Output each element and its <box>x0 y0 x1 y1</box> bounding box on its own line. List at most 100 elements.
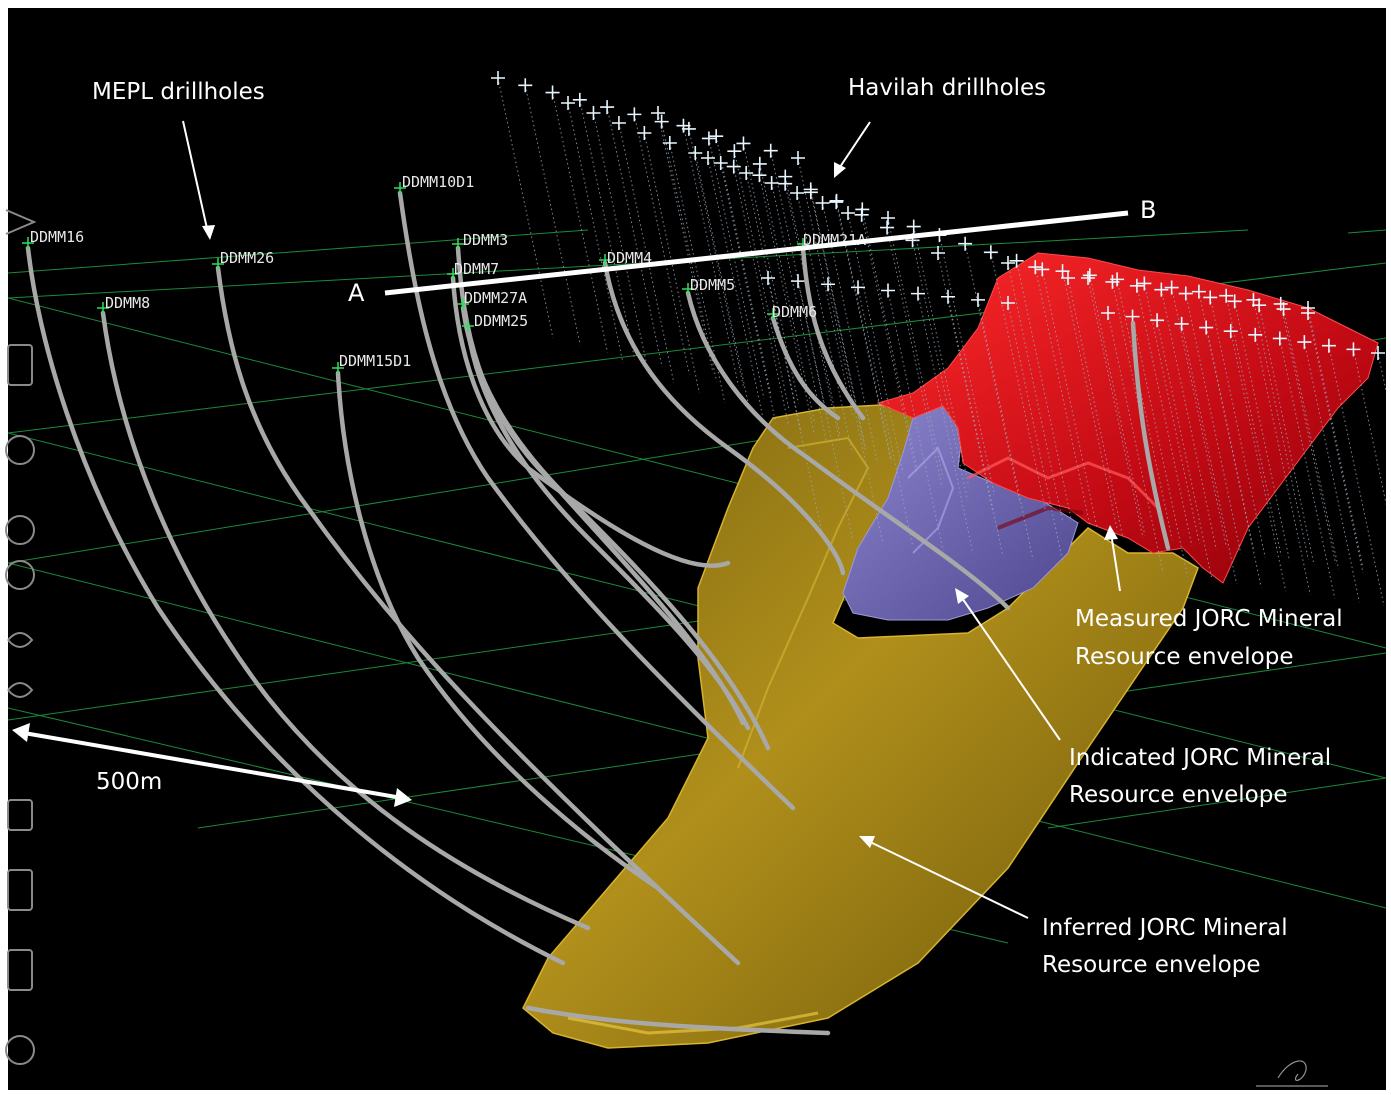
havilah-collar-marker <box>1082 268 1097 283</box>
havilah-collar-marker <box>1154 282 1169 297</box>
havilah-drillhole-trace <box>1062 271 1119 532</box>
havilah-drillhole-trace <box>1156 320 1213 581</box>
havilah-collar-marker <box>1035 262 1050 277</box>
havilah-drillhole-trace <box>767 277 824 539</box>
havilah-drillhole-trace <box>1136 285 1193 546</box>
havilah-drillhole-trace <box>1230 331 1287 592</box>
vertical-watermark-strip <box>5 209 37 1065</box>
havilah-drillhole-trace <box>861 214 918 475</box>
havilah-collar-marker <box>1164 280 1179 295</box>
havilah-collar-marker <box>763 143 778 158</box>
mepl-drillhole-traces <box>25 190 1171 1036</box>
havilah-drillhole-trace <box>990 252 1047 513</box>
hole-label-ddmm10d1: DDMM10D1 <box>402 173 474 191</box>
havilah-drillhole-trace <box>912 240 969 501</box>
havilah-drillhole-trace <box>886 227 943 488</box>
section-label-b: B <box>1140 196 1156 224</box>
havilah-collar-marker <box>906 219 921 234</box>
havilah-collar-marker <box>791 274 805 289</box>
havilah-drillhole-trace <box>784 176 841 437</box>
annotation-texts: MEPL drillholes Havilah drillholes 500m … <box>92 75 1343 978</box>
hole-trace-ddmm5 <box>685 290 1011 611</box>
hole-trace-ddmm6 <box>770 315 841 421</box>
havilah-collar-marker <box>491 71 505 85</box>
hole-trace-ddmm26 <box>215 265 741 966</box>
havilah-collar-marker <box>851 280 865 295</box>
havilah-drillhole-trace <box>1016 260 1073 521</box>
havilah-drillhole-trace <box>1181 323 1238 585</box>
hole-trace-havilah-long <box>1130 320 1171 551</box>
havilah-drillhole-trace <box>822 202 879 464</box>
havilah-drillhole-trace <box>796 192 853 454</box>
havilah-drillhole-trace <box>1225 295 1282 556</box>
havilah-collar-marker <box>611 116 626 130</box>
havilah-collar-marker <box>841 206 855 220</box>
havilah-collar-marker <box>821 277 835 292</box>
hole-label-ddmm16: DDMM16 <box>30 228 84 246</box>
havilah-collar-marker <box>791 151 805 165</box>
scale-label: 500m <box>96 769 162 795</box>
indicated-label-line2: Resource envelope <box>1069 782 1288 808</box>
havilah-drillhole-trace <box>770 150 827 411</box>
havilah-drillhole-trace <box>938 235 995 496</box>
havilah-drillhole-trace <box>688 128 745 390</box>
havilah-drillhole-trace <box>797 157 854 419</box>
hole-label-ddmm5: DDMM5 <box>690 276 735 294</box>
havilah-drillhole-trace <box>758 175 815 436</box>
havilah-collar-marker <box>688 146 703 160</box>
havilah-drillhole-trace <box>917 293 974 554</box>
hole-label-ddmm4: DDMM4 <box>607 249 652 267</box>
havilah-drillhole-trace <box>579 99 636 360</box>
measured-label-line1: Measured JORC Mineral <box>1075 606 1343 632</box>
havilah-collar-marker <box>1028 260 1043 275</box>
havilah-drillhole-trace <box>592 112 649 374</box>
havilah-drillhole-trace <box>1303 341 1360 603</box>
havilah-collar-marker <box>561 96 575 110</box>
havilah-drillhole-trace <box>861 209 918 470</box>
havilah-drillhole-trace <box>643 132 700 394</box>
havilah-collar-marker <box>1227 294 1242 309</box>
havilah-collar-marker <box>654 114 669 129</box>
havilah-drillhole-trace <box>497 77 554 339</box>
mepl-drillholes-label: MEPL drillholes <box>92 79 265 105</box>
havilah-drillhole-trace <box>720 162 777 424</box>
havilah-drillhole-trace <box>1283 309 1340 570</box>
havilah-collar-marker <box>931 246 945 260</box>
inferred-label-line1: Inferred JORC Mineral <box>1042 915 1288 941</box>
havilah-collar-marker <box>1129 278 1144 293</box>
havilah-collar-marker <box>880 220 895 235</box>
havilah-drillhole-trace <box>1185 293 1242 554</box>
havilah-collar-marker <box>1272 331 1287 346</box>
section-label-a: A <box>348 279 365 307</box>
havilah-drillhole-trace <box>1280 303 1337 565</box>
havilah-drillhole-trace <box>759 163 816 425</box>
havilah-drillhole-trace <box>784 183 841 444</box>
havilah-drillholes-label: Havilah drillholes <box>848 75 1046 101</box>
hole-label-ddmm25: DDMM25 <box>474 312 528 330</box>
havilah-collar-marker <box>1191 284 1206 299</box>
havilah-drillhole-trace <box>1034 266 1091 528</box>
havilah-collar-marker <box>1276 302 1291 317</box>
havilah-drillhole-trace <box>1087 277 1144 539</box>
havilah-drillhole-trace <box>1089 275 1146 536</box>
havilah-drillhole-trace <box>947 296 1004 557</box>
havilah-drillhole-trace <box>1209 297 1266 558</box>
havilah-drillhole-trace <box>1041 269 1098 530</box>
hole-trace-ddmm25 <box>465 327 751 731</box>
havilah-collar-marker <box>911 286 925 301</box>
havilah-collar-marker <box>518 78 533 93</box>
havilah-drillhole-trace <box>887 217 944 479</box>
havilah-collar-marker <box>1137 276 1152 291</box>
havilah-collar-marker <box>1301 306 1315 320</box>
hole-trace-ddmm10d1 <box>397 190 796 811</box>
havilah-drillhole-trace <box>836 200 893 461</box>
havilah-collar-marker <box>572 92 587 107</box>
measured-label-line2: Resource envelope <box>1075 644 1294 670</box>
havilah-collar-marker <box>676 118 691 133</box>
hole-trace-ddmm26-lower <box>525 1005 831 1036</box>
havilah-collar-marker <box>941 289 955 304</box>
havilah-drillhole-trace <box>524 85 581 346</box>
havilah-collar-marker <box>829 193 844 208</box>
hole-trace-ddmm8 <box>100 310 591 931</box>
havilah-drillhole-trace <box>707 157 764 419</box>
